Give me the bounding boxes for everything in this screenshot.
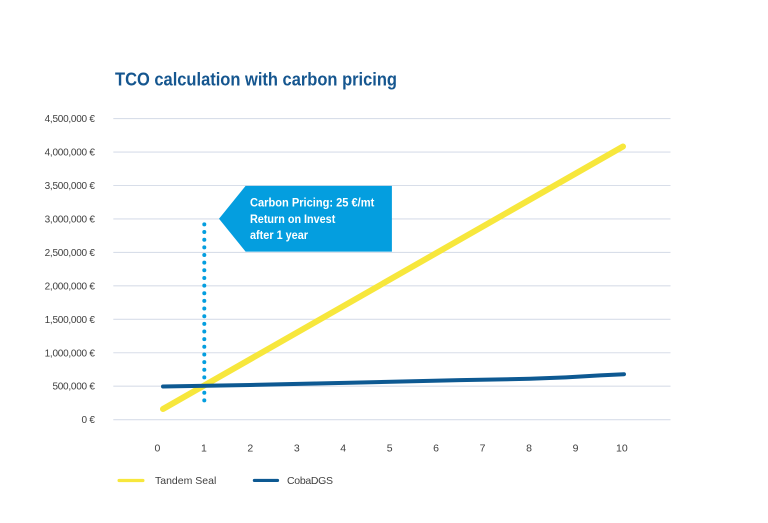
svg-text:10: 10 <box>616 442 628 454</box>
svg-text:4,500,000 €: 4,500,000 € <box>45 114 96 125</box>
svg-text:7: 7 <box>480 442 486 454</box>
svg-text:TCO calculation with carbon pr: TCO calculation with carbon pricing <box>115 69 397 89</box>
svg-text:Return on Invest: Return on Invest <box>250 212 335 226</box>
svg-text:1,500,000 €: 1,500,000 € <box>45 315 96 326</box>
svg-text:3: 3 <box>294 442 300 454</box>
svg-text:8: 8 <box>526 442 532 454</box>
svg-text:6: 6 <box>433 442 439 454</box>
svg-text:1,000,000 €: 1,000,000 € <box>45 348 96 359</box>
svg-text:Tandem Seal: Tandem Seal <box>155 475 216 487</box>
svg-text:3,500,000 €: 3,500,000 € <box>45 181 96 192</box>
svg-text:0 €: 0 € <box>82 415 96 426</box>
svg-text:4: 4 <box>340 442 346 454</box>
svg-text:CobaDGS: CobaDGS <box>287 475 333 487</box>
svg-text:Carbon Pricing: 25 €/mt: Carbon Pricing: 25 €/mt <box>250 196 374 210</box>
svg-text:2,500,000 €: 2,500,000 € <box>45 248 96 259</box>
svg-text:500,000 €: 500,000 € <box>52 382 95 393</box>
svg-text:5: 5 <box>387 442 393 454</box>
svg-text:2,000,000 €: 2,000,000 € <box>45 281 96 292</box>
svg-text:0: 0 <box>154 442 160 454</box>
svg-text:3,000,000 €: 3,000,000 € <box>45 214 96 225</box>
svg-text:2: 2 <box>247 442 253 454</box>
svg-text:after 1 year: after 1 year <box>250 228 308 242</box>
svg-text:1: 1 <box>201 442 207 454</box>
svg-text:9: 9 <box>573 442 579 454</box>
svg-text:4,000,000 €: 4,000,000 € <box>45 148 96 159</box>
